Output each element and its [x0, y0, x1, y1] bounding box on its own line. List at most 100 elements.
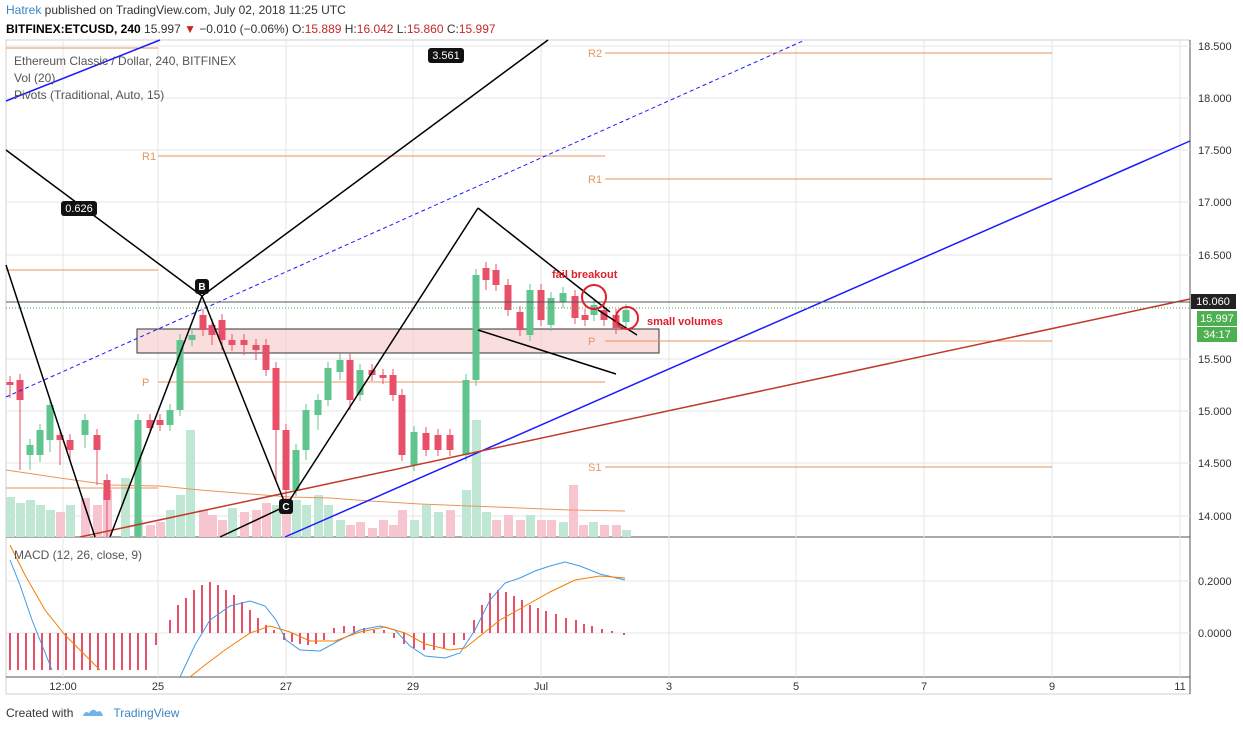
small-volumes-circle[interactable]: [615, 306, 639, 330]
candle-body[interactable]: [314, 400, 322, 415]
volume-bar: [262, 503, 271, 537]
author-link[interactable]: Hatrek: [6, 3, 42, 17]
candle-body[interactable]: [166, 410, 174, 425]
candle-body[interactable]: [482, 268, 490, 280]
red-trend-line[interactable]: [79, 298, 1191, 538]
volume-bar: [199, 510, 208, 537]
candle-body[interactable]: [547, 298, 555, 325]
candle-body[interactable]: [262, 345, 270, 370]
price-axis[interactable]: 18.500 18.000 17.500 17.000 16.500 15.500 15.0…: [1198, 41, 1232, 523]
macd-histogram: [9, 582, 625, 670]
candle-body[interactable]: [581, 315, 589, 320]
fail-breakout-label: fail breakout: [552, 269, 618, 281]
price-tick: 16.500: [1198, 250, 1232, 262]
candle-body[interactable]: [356, 370, 364, 395]
candle-body[interactable]: [26, 445, 34, 455]
candle-body[interactable]: [46, 405, 54, 440]
candle-body[interactable]: [389, 375, 397, 395]
dashed-channel-line[interactable]: [5, 39, 806, 398]
harmonic-pattern[interactable]: [5, 39, 638, 538]
candle-body[interactable]: [218, 320, 226, 340]
candle-body[interactable]: [398, 395, 406, 455]
candle-body[interactable]: [622, 310, 630, 322]
volume-bars: [6, 420, 631, 537]
fail-breakout-circle[interactable]: [581, 284, 607, 310]
time-tick: Jul: [534, 681, 548, 693]
candle-body[interactable]: [66, 440, 74, 450]
volume-bar: [292, 500, 301, 537]
candle-body[interactable]: [292, 450, 300, 490]
candle-body[interactable]: [446, 435, 454, 450]
volume-bar: [302, 505, 311, 537]
volume-bar: [228, 508, 237, 537]
tradingview-link[interactable]: TradingView: [113, 706, 180, 720]
candle-body[interactable]: [516, 312, 524, 330]
candle-body[interactable]: [559, 293, 567, 302]
time-tick: 27: [280, 681, 292, 693]
low-label: L:: [393, 22, 407, 36]
volume-bar: [422, 505, 431, 537]
blue-trend-line[interactable]: [284, 140, 1191, 538]
candle-body[interactable]: [472, 275, 480, 380]
candle-body[interactable]: [6, 382, 14, 385]
time-tick: 9: [1049, 681, 1055, 693]
candle-body[interactable]: [302, 410, 310, 450]
candle-body[interactable]: [199, 315, 207, 330]
candle-body[interactable]: [434, 435, 442, 450]
candle-body[interactable]: [103, 480, 111, 500]
candle-body[interactable]: [240, 340, 248, 345]
candle-body[interactable]: [526, 290, 534, 335]
volume-bar: [324, 505, 333, 537]
candle-body[interactable]: [272, 368, 280, 430]
candle-body[interactable]: [252, 345, 260, 350]
candle-body[interactable]: [571, 296, 579, 318]
candle-body[interactable]: [81, 420, 89, 435]
volume-bar: [446, 510, 455, 537]
candle-body[interactable]: [16, 380, 24, 400]
volume-bar: [612, 525, 621, 537]
tradingview-logo-icon: [83, 709, 104, 716]
time-axis[interactable]: 12:00 25 27 29 Jul 3 5 7 9 11: [49, 681, 1185, 693]
pivot-s1-label: S1: [588, 462, 601, 474]
pivot-p-left-label: P: [142, 377, 149, 389]
candle-body[interactable]: [176, 340, 184, 410]
open-value: 15.889: [304, 22, 342, 36]
candle-body[interactable]: [324, 368, 332, 400]
candle-body[interactable]: [208, 325, 216, 335]
candle-body[interactable]: [228, 340, 236, 345]
macd-tick-0: 0.2000: [1198, 576, 1232, 588]
candle-body[interactable]: [422, 433, 430, 450]
candle-body[interactable]: [410, 432, 418, 465]
candle-body[interactable]: [379, 375, 387, 378]
candle-body[interactable]: [462, 380, 470, 455]
high-label: H:: [341, 22, 357, 36]
candle-body[interactable]: [188, 335, 196, 340]
candle-body[interactable]: [56, 435, 64, 440]
legend-title: Ethereum Classic / Dollar, 240, BITFINEX: [14, 54, 236, 68]
volume-bar: [482, 512, 491, 537]
candle-body[interactable]: [93, 435, 101, 450]
candle-body[interactable]: [336, 360, 344, 372]
open-label: O:: [292, 22, 305, 36]
countdown-label: 34:17: [1203, 329, 1231, 341]
volume-bar: [314, 495, 323, 537]
candle-body[interactable]: [600, 310, 608, 320]
candle-body[interactable]: [346, 360, 354, 400]
candle-body[interactable]: [537, 290, 545, 320]
candle-body[interactable]: [36, 430, 44, 455]
volume-bar: [16, 503, 25, 537]
fib-626-box: [61, 201, 97, 216]
pivot-r2-label: R2: [588, 48, 602, 60]
candle-body[interactable]: [156, 420, 164, 425]
high-value: 16.042: [356, 22, 394, 36]
candle-body[interactable]: [504, 285, 512, 310]
pivot-lines: [6, 47, 1052, 489]
candle-body[interactable]: [146, 420, 154, 428]
price-tick: 17.500: [1198, 145, 1232, 157]
candle-body[interactable]: [492, 270, 500, 285]
candle-body[interactable]: [282, 430, 290, 490]
channel-top-line[interactable]: [5, 39, 161, 102]
candle-body[interactable]: [134, 420, 142, 537]
legend-volume: Vol (20): [14, 71, 55, 85]
